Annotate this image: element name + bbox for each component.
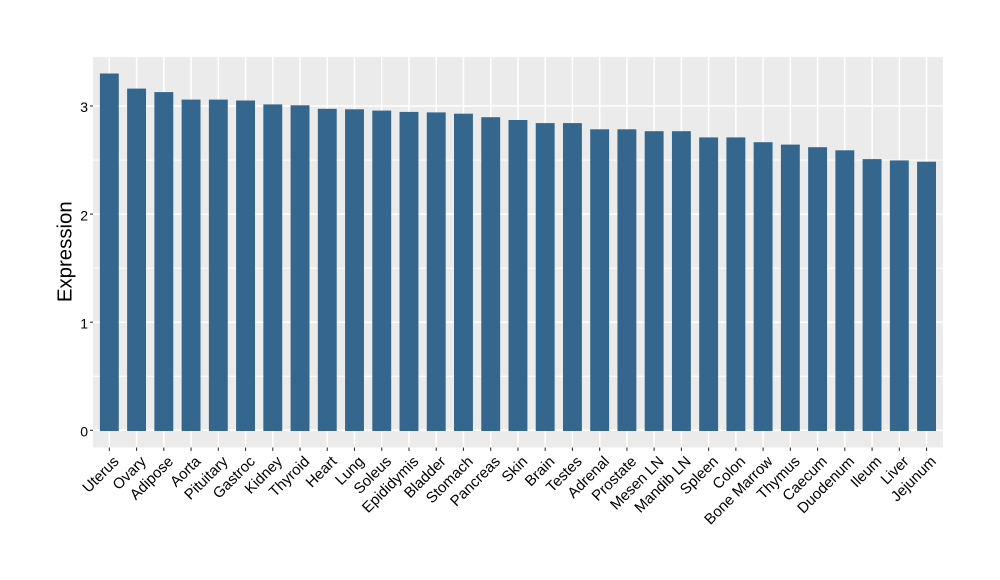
svg-text:Ileum: Ileum <box>847 453 885 491</box>
svg-text:3: 3 <box>80 99 88 115</box>
svg-text:Expression: Expression <box>55 201 77 302</box>
svg-text:0: 0 <box>80 424 88 440</box>
svg-text:2: 2 <box>80 207 88 223</box>
svg-text:1: 1 <box>80 315 88 331</box>
svg-text:Heart: Heart <box>303 453 342 492</box>
